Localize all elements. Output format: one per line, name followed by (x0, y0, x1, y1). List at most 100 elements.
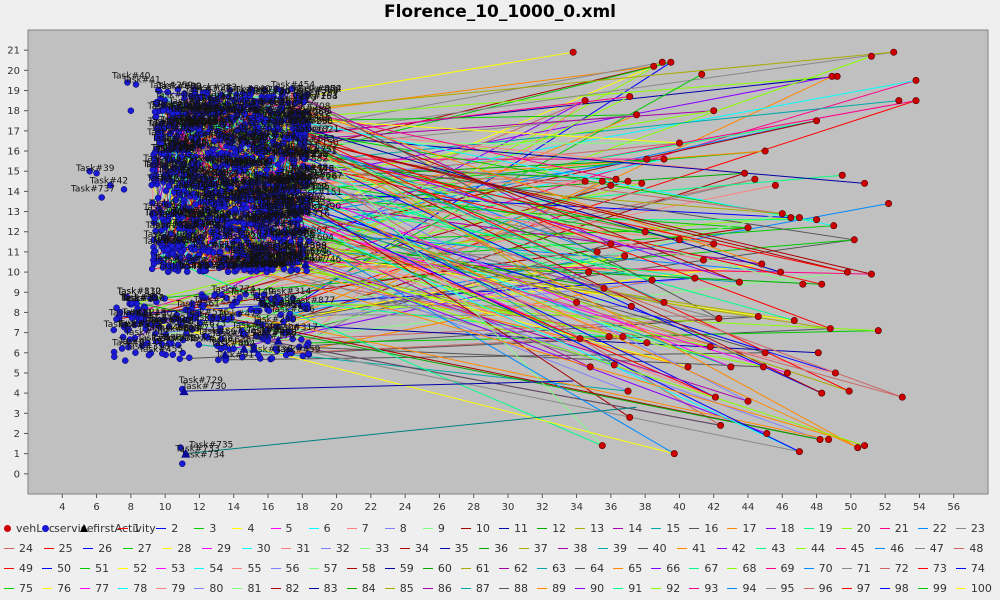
route-line (244, 214, 903, 398)
x-tick-label: 28 (467, 502, 480, 513)
service-label: Task#774 (210, 285, 255, 295)
legend-item: 23 (955, 518, 985, 538)
legend-label: 59 (399, 561, 414, 575)
y-tick-label: 21 (7, 46, 20, 57)
legend-label: 76 (57, 581, 72, 595)
route-line (295, 124, 603, 446)
route-swatch (765, 587, 776, 589)
legend-item: 85 (384, 578, 414, 598)
route-swatch (400, 547, 410, 549)
legend-label: 83 (323, 581, 338, 595)
vehloc-point (670, 450, 678, 458)
y-tick-label: 11 (7, 247, 20, 258)
route-swatch (879, 567, 890, 569)
legend-item: 39 (598, 538, 627, 558)
route-swatch (803, 587, 814, 589)
x-tick-label: 20 (330, 502, 343, 513)
service-label: Task#286 (146, 119, 191, 129)
vehloc-point (783, 369, 791, 377)
vehloc-point (650, 62, 658, 70)
vehloc-point (581, 177, 589, 185)
route-line (283, 61, 671, 155)
x-tick-label: 18 (296, 502, 309, 513)
x-tick-label: 22 (364, 502, 377, 513)
service-point (175, 103, 182, 111)
route-swatch (841, 587, 852, 589)
route-line (230, 187, 716, 398)
route-swatch (716, 547, 727, 549)
service-point (192, 201, 199, 208)
legend-item: 76 (42, 578, 71, 598)
legend-item: 67 (689, 558, 718, 578)
legend-label: 79 (171, 581, 186, 595)
route-swatch (955, 567, 966, 569)
legend-label: 95 (780, 581, 795, 595)
vehloc-point (641, 228, 649, 236)
vehloc-point (761, 147, 769, 155)
route-line (299, 346, 764, 368)
vehloc-point (710, 240, 718, 248)
route-swatch (80, 567, 91, 569)
legend-item: 36 (479, 538, 508, 558)
route-swatch (651, 587, 662, 589)
service-point (268, 355, 276, 362)
legend-item: 42 (716, 538, 746, 558)
route-swatch (156, 587, 167, 589)
route-line (234, 108, 834, 227)
service-point (298, 336, 305, 343)
route-swatch (4, 567, 14, 569)
legend-item: 30 (241, 538, 271, 558)
legend-item: 90 (575, 578, 604, 598)
legend-label: 19 (818, 521, 833, 535)
service-point (287, 267, 294, 274)
service-point (231, 176, 239, 183)
legend-label: 74 (970, 561, 985, 575)
service-label: Task#582 (235, 147, 280, 157)
legend-item: 95 (765, 578, 795, 598)
vehloc-point (744, 397, 752, 405)
route-line (295, 61, 663, 220)
legend-item: 81 (232, 578, 261, 598)
legend-label: 40 (652, 541, 667, 555)
legend-label: 5 (285, 521, 293, 535)
route-swatch (202, 547, 212, 549)
legend-label: 22 (932, 521, 947, 535)
legend-label: 20 (856, 521, 871, 535)
legend-label: 68 (742, 561, 757, 575)
legend-item: 27 (122, 538, 152, 558)
legend-label: 89 (552, 581, 567, 595)
vehloc-point (573, 298, 581, 306)
route-swatch (914, 547, 925, 549)
vehloc-point (633, 111, 641, 119)
legend-item: 8 (384, 518, 407, 538)
legend-item: 2 (156, 518, 178, 538)
vehloc-point (660, 298, 668, 306)
legend-item: 82 (270, 578, 300, 598)
legend-label: 87 (475, 581, 490, 595)
legend-label: 56 (285, 561, 300, 575)
x-tick-label: 8 (128, 502, 134, 513)
service-label: Task#790 (263, 228, 308, 238)
legend-item: 98 (879, 578, 909, 598)
vehloc-point (825, 436, 833, 444)
legend-item: 86 (422, 578, 452, 598)
legend-item: 16 (689, 518, 718, 538)
route-swatch (727, 587, 738, 589)
vehloc-point (845, 387, 853, 395)
y-tick-label: 5 (14, 368, 20, 379)
legend-label: 17 (742, 521, 757, 535)
vehloc-point (624, 387, 632, 395)
route-line (268, 253, 689, 368)
legend-item: 84 (346, 578, 376, 598)
legend-item: 70 (803, 558, 833, 578)
route-swatch (955, 527, 966, 529)
route-swatch (194, 527, 205, 529)
legend-item: 49 (4, 558, 33, 578)
x-tick-label: 34 (570, 502, 583, 513)
x-tick-label: 48 (810, 502, 823, 513)
x-tick-label: 44 (742, 502, 755, 513)
x-tick-label: 30 (502, 502, 515, 513)
service-label: Task#234 (153, 254, 198, 264)
x-tick-label: 52 (879, 502, 892, 513)
legend-label: 24 (19, 541, 33, 555)
